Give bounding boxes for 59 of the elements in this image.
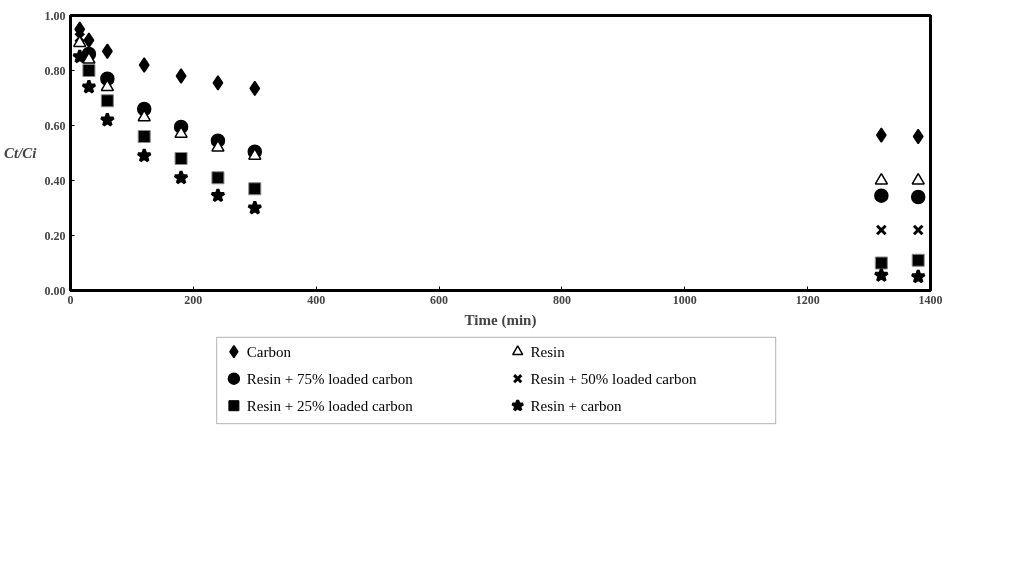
point (873, 267, 890, 283)
x-tick-label: 400 (307, 292, 326, 307)
point (136, 147, 152, 163)
point (911, 253, 925, 267)
point (174, 152, 188, 165)
point (99, 112, 116, 127)
point (82, 51, 96, 64)
point (83, 32, 95, 48)
legend-label: Carbon (246, 343, 292, 360)
point (910, 268, 926, 284)
point (910, 189, 926, 205)
point (174, 126, 188, 138)
legend-label: Resin + 50% loaded carbon (530, 370, 698, 387)
y-tick-label: 0.60 (44, 118, 66, 133)
point (874, 188, 889, 203)
point (211, 139, 225, 152)
x-axis-title: Time (min) (464, 311, 537, 329)
legend-label: Resin + carbon (530, 397, 623, 414)
point (137, 130, 151, 143)
y-tick-label: 0.20 (44, 228, 66, 243)
point (72, 35, 87, 48)
x-tick-label: 1400 (918, 292, 943, 307)
legend-label: Resin + 25% loaded carbon (246, 397, 414, 414)
point (100, 79, 115, 92)
point (911, 172, 925, 185)
point (874, 256, 888, 270)
point (138, 57, 150, 73)
point (248, 148, 262, 160)
point (247, 200, 263, 215)
point (912, 128, 924, 145)
legend-label: Resin + 75% loaded carbon (246, 370, 414, 387)
point (101, 43, 113, 59)
point (874, 172, 889, 185)
point (210, 187, 226, 203)
point (211, 171, 225, 185)
legend-label: Resin (530, 343, 566, 360)
y-tick-label: 0.00 (44, 283, 66, 298)
point (248, 182, 262, 196)
x-tick-label: 200 (184, 292, 203, 307)
x-tick-label: 600 (430, 292, 449, 307)
x-tick-label: 1000 (672, 292, 697, 307)
point (173, 169, 189, 185)
point (212, 75, 224, 91)
point (875, 127, 887, 143)
y-tick-label: 0.40 (44, 173, 66, 188)
y-axis-title: Ct/Ci (3, 145, 38, 161)
point (74, 21, 86, 37)
y-tick-label: 1.00 (44, 8, 66, 23)
point (249, 80, 261, 97)
point (175, 68, 187, 84)
x-tick-label: 800 (552, 292, 571, 307)
point (912, 224, 924, 236)
point (82, 64, 96, 77)
point (100, 94, 114, 108)
x-tick-label: 0 (67, 292, 74, 307)
point (81, 79, 97, 94)
y-tick-label: 0.80 (44, 63, 66, 78)
x-tick-label: 1200 (795, 292, 820, 307)
point (875, 224, 888, 236)
